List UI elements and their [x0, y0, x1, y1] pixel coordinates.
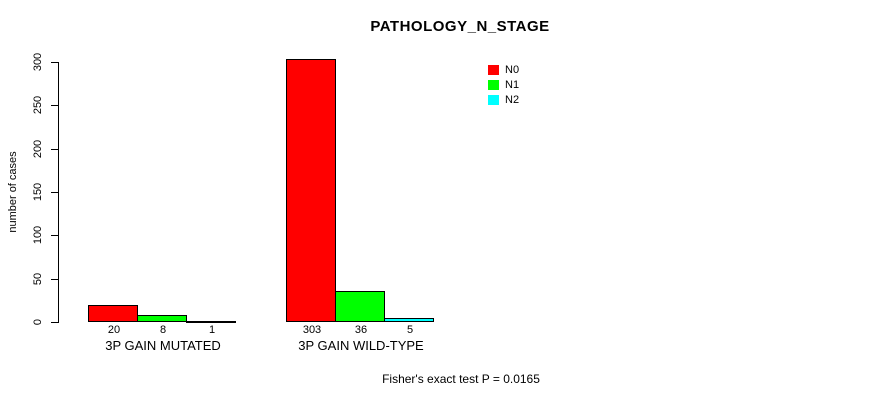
y-axis-tick-label: 200: [32, 139, 44, 159]
y-axis-tick-label: 150: [32, 182, 44, 202]
y-axis-tick: [51, 235, 58, 236]
y-axis-tick: [51, 105, 58, 106]
bar-value-label: 5: [406, 324, 414, 336]
y-axis-tick: [51, 62, 58, 63]
legend-label: N1: [505, 78, 520, 91]
legend-label: N2: [505, 93, 520, 106]
y-axis-tick-label: 300: [32, 52, 44, 72]
bar-n1-group1: [137, 315, 187, 322]
bar-n0-group1: [88, 305, 138, 322]
x-group-label: 3P GAIN WILD-TYPE: [298, 338, 424, 353]
y-axis-tick-label: 50: [32, 272, 44, 286]
bar-value-label: 36: [354, 324, 368, 336]
bar-n2-group1: [186, 321, 236, 323]
bar-value-label: 1: [208, 324, 216, 336]
chart-title: PATHOLOGY_N_STAGE: [370, 18, 550, 35]
legend-swatch-n2: [488, 94, 499, 105]
y-axis-line: [58, 62, 59, 323]
y-axis-tick-label: 0: [32, 318, 44, 326]
y-axis-tick: [51, 322, 58, 323]
y-axis-tick-label: 250: [32, 95, 44, 115]
legend-swatch-n1: [488, 79, 499, 90]
bar-n0-group2: [286, 59, 336, 322]
x-group-label: 3P GAIN MUTATED: [105, 338, 221, 353]
y-axis-tick: [51, 279, 58, 280]
y-axis-tick: [51, 149, 58, 150]
legend-item-n2: N2: [488, 92, 519, 107]
bar-value-label: 303: [302, 324, 322, 336]
y-axis-tick-label: 100: [32, 225, 44, 245]
legend-item-n0: N0: [488, 62, 519, 77]
legend-label: N0: [505, 63, 520, 76]
bar-value-label: 8: [159, 324, 167, 336]
y-axis-tick: [51, 192, 58, 193]
bar-value-label: 20: [107, 324, 121, 336]
legend-item-n1: N1: [488, 77, 519, 92]
annotation-fishers-test: Fisher's exact test P = 0.0165: [382, 372, 540, 386]
bar-n2-group2: [384, 318, 434, 322]
legend: N0 N1 N2: [488, 62, 519, 107]
bar-n1-group2: [335, 291, 385, 322]
legend-swatch-n0: [488, 64, 499, 75]
